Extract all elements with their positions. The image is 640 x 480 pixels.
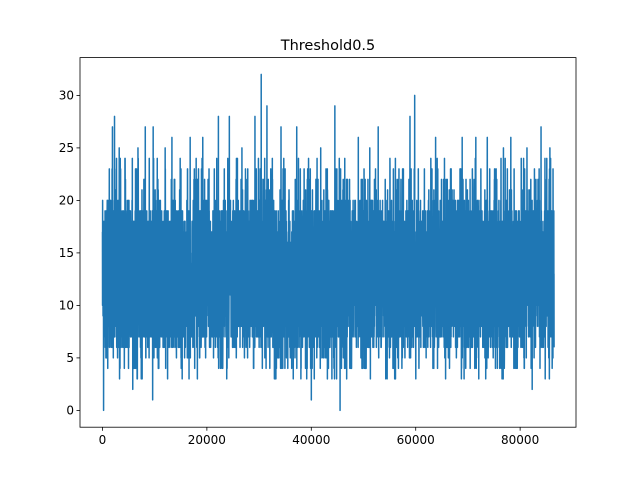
series-layer [101,73,555,412]
x-tick-label: 80000 [501,433,539,447]
y-tick-label: 0 [66,404,74,418]
x-tick-label: 20000 [188,433,226,447]
y-axis: 0 5 10 15 20 25 30 [59,89,80,418]
chart-title: Threshold0.5 [280,38,376,54]
y-tick-label: 15 [59,246,74,260]
y-tick-label: 5 [66,351,74,365]
x-tick-label: 40000 [292,433,330,447]
y-tick-label: 20 [59,194,74,208]
series-line [101,73,555,412]
x-tick-label: 60000 [397,433,435,447]
x-tick-label: 0 [99,433,107,447]
y-tick-label: 30 [59,89,74,103]
x-axis: 0 20000 40000 60000 80000 [99,427,539,447]
plot-frame [79,57,577,428]
y-tick-label: 25 [59,141,74,155]
y-tick-label: 10 [59,299,74,313]
